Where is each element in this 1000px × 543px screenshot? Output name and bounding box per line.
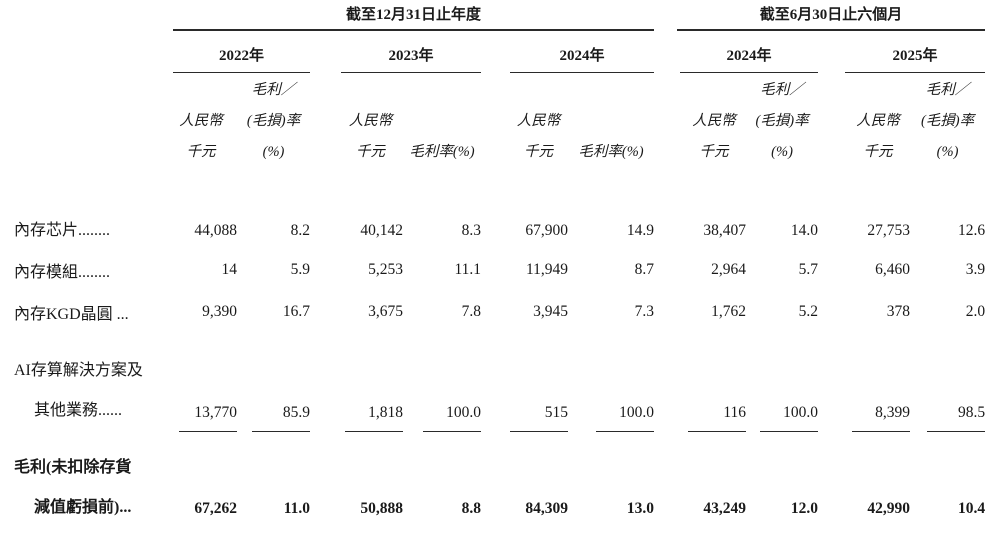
gross-profit-margin-table: 截至12月31日止年度 截至6月30日止六個月 2022年 2023年 2024… [0,6,986,543]
value-cell: 67,262 [194,500,237,517]
rmb-header-2025-interim: 人民幣 千元 [856,113,900,160]
table-row-gross-profit-loss: 毛利／(毛損).... (13,079) (2.1) 21,204 3.7 60… [0,526,985,543]
value-cell: 100.0 [746,333,819,432]
value-cell: 3,945 [533,303,568,320]
value-cell: 5.2 [798,303,819,320]
value-cell: 3,675 [368,303,403,320]
value-cell: 85.9 [237,333,310,432]
row-label: 毛利／(毛損).... [0,526,165,543]
value-cell: 11.0 [283,500,310,517]
value-cell: 44,088 [194,222,237,239]
row-label: AI存算解決方案及 其他業務...... [0,333,165,432]
label-column-spacer [0,6,165,38]
value-cell: 12.6 [957,222,986,239]
year-header-row: 2022年 2023年 2024年 2024年 2025年 [0,38,986,73]
value-cell: 5.9 [290,261,310,278]
margin-header-2023: 毛利率(%) [409,144,475,160]
row-label: 內存KGD晶圓 ... [14,306,129,323]
margin-header-2022: 毛利／ (毛損)率 (%) [246,82,301,160]
value-cell: 7.3 [634,303,655,320]
value-cell: 11.1 [454,261,481,278]
value-cell: 8.8 [461,500,481,517]
value-cell: 3.9 [965,261,986,278]
value-cell: 100.0 [568,333,655,432]
group-interim-label: 截至6月30日止六個月 [677,6,986,31]
table-row-ai-solutions-other: AI存算解決方案及 其他業務...... 13,770 85.9 1,818 1… [0,333,986,432]
row-label-line1: AI存算解決方案及 [14,362,143,379]
year-label-2023: 2023年 [341,38,481,73]
row-label: 毛利(未扣除存貨 減值虧損前)... [0,432,165,526]
value-cell: 21,204 [310,526,403,543]
rmb-header-2024-interim: 人民幣 千元 [692,113,736,160]
value-cell: 9.3 [568,526,654,543]
value-cell: 60,283 [481,526,568,543]
row-label: 內存模組........ [14,264,111,281]
value-cell: 84,309 [525,500,568,517]
year-label-2025-interim: 2025年 [845,38,986,73]
value-cell: 14.9 [626,222,655,239]
value-cell: 1,818 [310,333,403,432]
value-cell: 10.2 [910,526,985,543]
value-cell: 14 [221,261,238,278]
table-row-memory-chips: 內存芯片........ 44,088 8.2 40,142 8.3 67,90… [0,168,985,249]
value-cell: 2.0 [965,303,986,320]
value-cell: 13,770 [165,333,237,432]
value-cell: 50,888 [360,500,403,517]
value-cell: 27,753 [867,222,911,239]
group-header-row: 截至12月31日止年度 截至6月30日止六個月 [0,6,986,38]
year-label-2022: 2022年 [173,38,310,73]
value-cell: 67,900 [525,222,568,239]
value-cell: 11,949 [525,261,568,278]
value-cell: 8.7 [634,261,655,278]
value-cell: 5,253 [368,261,403,278]
value-cell: 33,652 [654,526,746,543]
value-cell: 9.3 [746,526,818,543]
value-cell: 2,964 [711,261,747,278]
year-label-2024-interim: 2024年 [680,38,819,73]
value-cell: 3.7 [403,526,481,543]
table-row-memory-modules: 內存模組........ 14 5.9 5,253 11.1 11,949 8.… [0,249,985,291]
value-cell: 10.4 [957,500,986,517]
value-cell: 5.7 [798,261,819,278]
rmb-header-2022: 人民幣 千元 [179,113,223,160]
rmb-header-2023: 人民幣 千元 [348,113,393,160]
margin-header-2024: 毛利率(%) [578,144,644,160]
value-cell: 98.5 [910,333,986,432]
row-label: 內存芯片........ [14,222,111,239]
value-cell: 8.2 [290,222,310,239]
value-cell: 14.0 [790,222,819,239]
value-cell: 8,399 [818,333,911,432]
year-label-2024: 2024年 [510,38,655,73]
value-cell: 13.0 [626,500,655,517]
row-label-line1: 毛利(未扣除存貨 [14,459,132,476]
table-row-gross-profit-before-impairment: 毛利(未扣除存貨 減值虧損前)... 67,262 11.0 50,888 8.… [0,432,985,526]
value-cell: 16.7 [282,303,310,320]
margin-header-2024-interim: 毛利／ (毛損)率 (%) [755,82,809,160]
value-cell: 43,249 [703,500,747,517]
rmb-header-2024: 人民幣 千元 [516,113,561,160]
margin-header-2025-interim: 毛利／ (毛損)率 (%) [920,82,975,160]
value-cell: 1,762 [711,303,747,320]
value-cell: 40,142 [360,222,403,239]
value-cell: 100.0 [403,333,481,432]
value-cell: 42,065 [818,526,910,543]
value-cell: 38,407 [703,222,747,239]
value-cell: 9,390 [202,303,237,320]
value-cell: 515 [481,333,568,432]
value-cell: 6,460 [875,261,911,278]
value-cell: 7.8 [461,303,481,320]
value-cell: (13,079) [165,526,237,543]
value-cell: (2.1) [237,526,310,543]
value-cell: 42,990 [867,500,911,517]
value-cell: 12.0 [790,500,819,517]
value-cell: 378 [886,303,911,320]
row-label-line2: 減值虧損前)... [34,499,132,516]
column-header-row: 人民幣 千元 毛利／ (毛損)率 (%) 人民幣 千元 毛利率(%) 人民幣 千… [0,73,985,168]
value-cell: 116 [654,333,747,432]
group-annual-label: 截至12月31日止年度 [173,6,655,31]
table-row-memory-kgd-wafers: 內存KGD晶圓 ... 9,390 16.7 3,675 7.8 3,945 7… [0,291,985,333]
row-label-line2: 其他業務...... [34,402,123,419]
value-cell: 8.3 [461,222,481,239]
